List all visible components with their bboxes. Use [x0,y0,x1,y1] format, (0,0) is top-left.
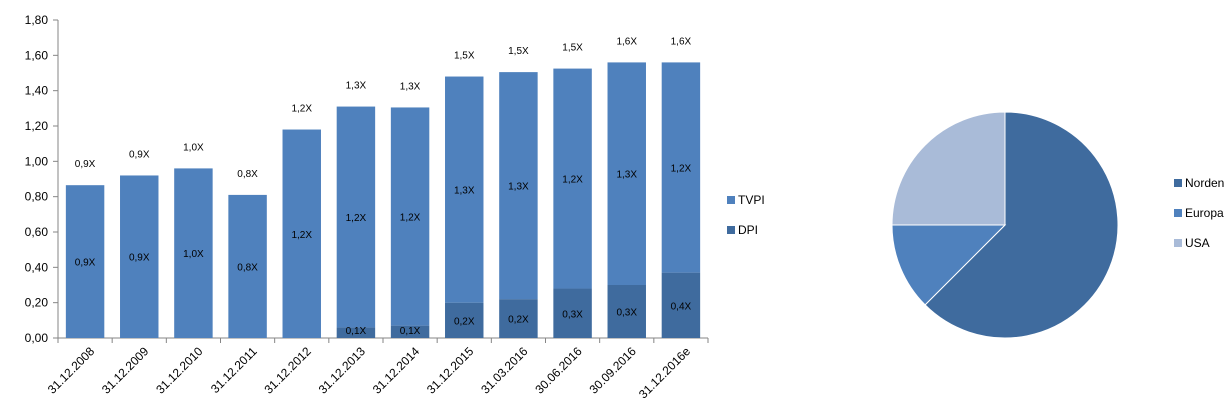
data-label-tvpi: 0,8X [237,262,258,273]
data-label-total: 1,3X [346,81,367,92]
pie-slice-usa [891,111,1006,226]
y-tick-label: 1,20 [25,119,49,133]
data-label-dpi: 0,2X [454,316,475,327]
data-label-tvpi: 1,0X [183,249,204,260]
data-label-total: 1,3X [400,81,421,92]
legend-swatch-norden [1174,179,1182,187]
bar-segment-tvpi [282,129,321,338]
legend-swatch-dpi [727,226,735,234]
x-tick-label: 31.03.2016 [478,344,531,397]
data-label-tvpi: 1,2X [400,213,421,224]
data-label-tvpi: 1,2X [346,213,367,224]
data-label-total: 1,5X [562,43,583,54]
data-label-tvpi: 1,3X [454,186,475,197]
legend-label-europa: Europa [1185,206,1224,220]
bar-segment-dpi [390,325,430,338]
pie-chart: Norden Europa USA [891,111,1224,339]
legend-swatch-tvpi [727,196,735,204]
bar-segment-tvpi [390,107,430,326]
data-label-total: 1,6X [671,36,692,47]
y-tick-label: 1,80 [25,13,49,27]
bar-segment-tvpi [228,194,267,338]
data-label-total: 1,5X [508,46,529,57]
data-label-tvpi: 1,2X [562,175,583,186]
y-tick-label: 0,20 [25,296,49,310]
pie-slice-norden [924,111,1119,339]
x-tick-label: 31.12.2009 [99,344,152,397]
data-label-total: 1,2X [291,104,312,115]
bar-segment-dpi [336,327,376,338]
bar-segment-dpi [607,285,646,338]
data-label-dpi: 0,2X [508,315,529,326]
data-label-total: 1,0X [183,142,204,153]
bar-segment-dpi [445,302,484,338]
legend-swatch-europa [1174,209,1182,217]
y-tick-label: 1,00 [25,154,49,168]
data-label-tvpi: 1,2X [671,164,692,175]
bar-segment-tvpi [445,76,484,303]
x-tick-label: 31.12.2010 [153,344,206,397]
data-label-tvpi: 1,2X [291,230,312,241]
bar-segment-tvpi [607,62,646,286]
y-tick-label: 0,80 [25,190,49,204]
legend-label-norden: Norden [1185,176,1224,190]
data-label-tvpi: 1,3X [508,182,529,193]
data-label-dpi: 0,4X [671,301,692,312]
bar-segment-tvpi [174,168,213,338]
y-tick-label: 0,00 [25,331,49,345]
data-label-dpi: 0,3X [616,308,637,319]
x-tick-label: 31.12.2011 [208,344,260,396]
pie-slice-europa [891,224,1007,306]
data-label-total: 0,8X [237,169,258,180]
data-label-total: 1,6X [616,36,637,47]
bar-segment-tvpi [120,175,159,338]
data-label-tvpi: 0,9X [75,258,96,269]
data-label-total: 0,9X [75,159,96,170]
data-label-total: 1,5X [454,51,475,62]
bar-segment-tvpi [499,72,538,300]
legend-label-dpi: DPI [738,223,758,237]
bar-segment-tvpi [553,68,592,289]
x-tick-label: 31.12.2015 [424,344,477,397]
y-tick-label: 1,40 [25,84,49,98]
legend-swatch-usa [1174,239,1182,247]
x-tick-label: 31.12.2014 [370,344,423,397]
bar-segment-dpi [553,288,592,338]
x-tick-label: 31.12.2013 [316,344,369,397]
y-tick-label: 0,40 [25,260,49,274]
data-label-total: 0,9X [129,149,150,160]
data-label-dpi: 0,3X [562,309,583,320]
bar-segment-tvpi [336,106,376,328]
bar-segment-tvpi [65,185,105,338]
data-label-tvpi: 1,3X [616,170,637,181]
x-tick-label: 31.12.2012 [262,344,315,397]
x-tick-label: 30.09.2016 [587,344,640,397]
legend-label-usa: USA [1185,236,1210,250]
data-label-dpi: 0,1X [346,326,367,337]
legend-label-tvpi: TVPI [738,193,765,207]
bar-segment-dpi [661,272,701,338]
data-label-dpi: 0,1X [400,326,421,337]
y-tick-label: 1,60 [25,48,49,62]
bar-segment-tvpi [661,62,701,273]
y-tick-label: 0,60 [25,225,49,239]
data-label-tvpi: 0,9X [129,253,150,264]
x-tick-label: 31.12.2008 [45,344,98,397]
x-tick-label: 30.06.2016 [532,344,585,397]
x-tick-label: 31.12.2016e [636,344,693,401]
bar-segment-dpi [499,299,538,338]
stacked-bar-chart: 0,00 0,20 0,40 0,60 0,80 1,00 1,20 1,40 1,60 1,80… [25,13,765,401]
